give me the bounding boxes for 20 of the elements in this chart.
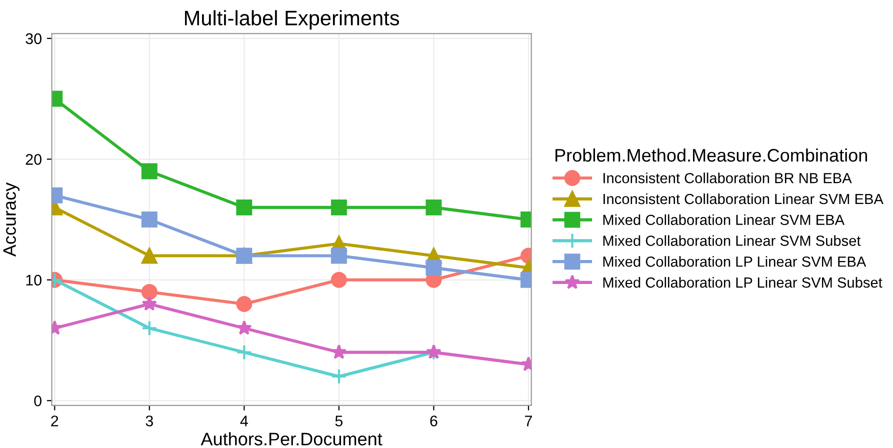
y-tick-label: 20 [26,154,42,165]
x-tick-label: 3 [146,416,153,426]
x-axis-title: Authors.Per.Document [200,432,382,446]
legend-label: Mixed Collaboration LP Linear SVM EBA [603,256,866,267]
chart-title: Multi-label Experiments [185,10,400,30]
y-tick-label: 30 [26,33,42,44]
y-tick-label: 0 [34,395,42,406]
legend-title: Problem.Method.Measure.Combination [556,148,867,162]
x-tick-label: 4 [240,416,248,426]
legend-label: Inconsistent Collaboration Linear SVM EBA [604,193,884,204]
x-tick-label: 6 [430,416,438,426]
y-axis-title: Accuracy [3,182,20,257]
legend-label: Mixed Collaboration LP Linear SVM Subset [603,277,882,288]
x-tick-label: 2 [51,416,58,426]
legend-label: Mixed Collaboration Linear SVM EBA [603,214,845,226]
legend-label: Mixed Collaboration Linear SVM Subset [603,235,861,246]
legend-label: Inconsistent Collaboration BR NB EBA [604,172,852,184]
x-tick-label: 7 [525,416,532,426]
x-tick-label: 5 [335,416,343,426]
y-tick-label: 10 [26,274,42,286]
